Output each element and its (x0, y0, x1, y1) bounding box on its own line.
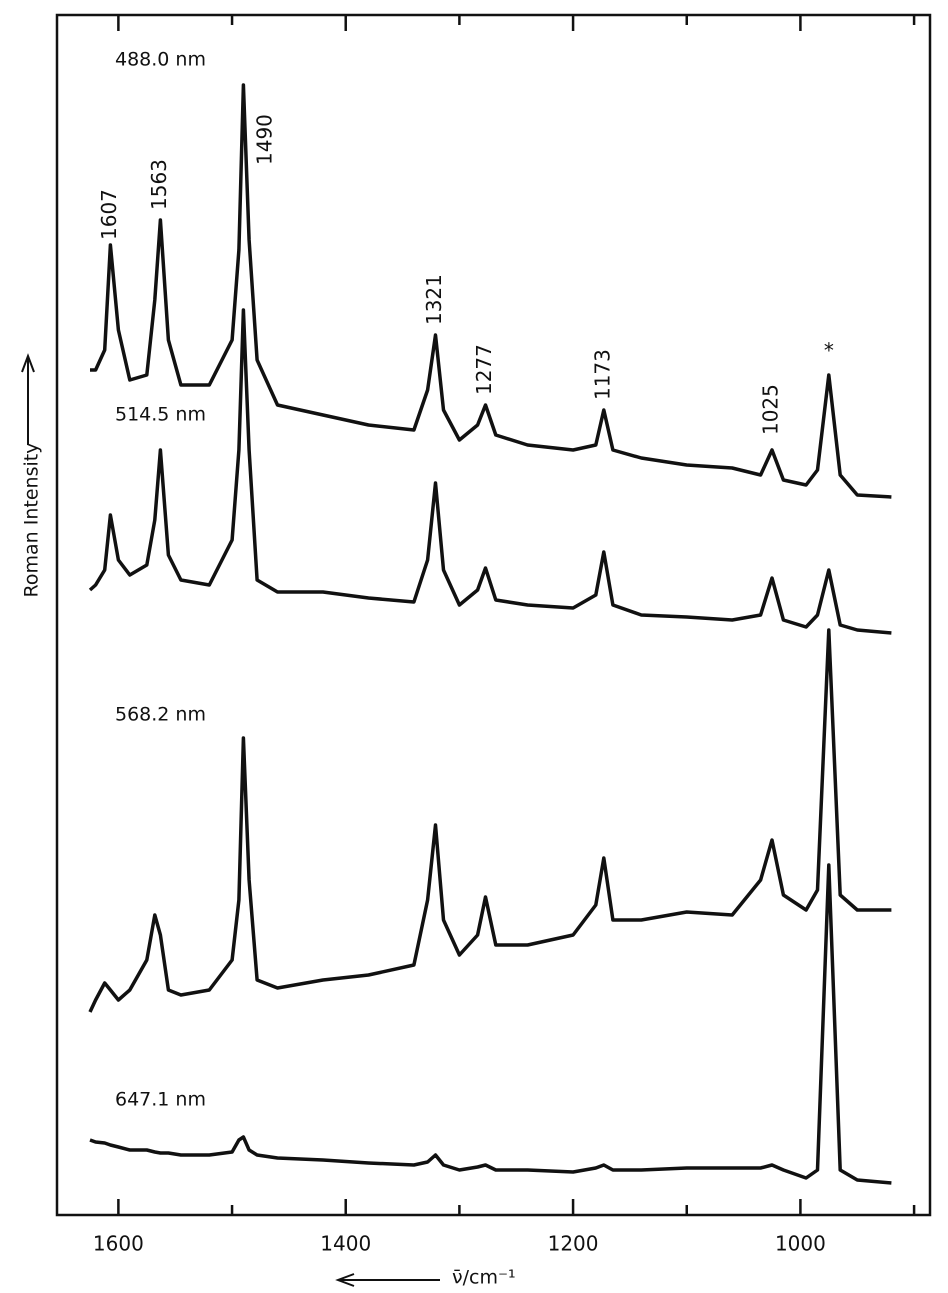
plot-frame (55, 13, 932, 1217)
series-label: 488.0 nm (115, 49, 206, 71)
y-arrow-head (21, 353, 35, 373)
y-axis-label: Roman Intensity (21, 443, 43, 598)
peak-label: 1025 (758, 384, 782, 435)
peak-label: 1173 (590, 349, 614, 400)
peak-label: 1563 (147, 159, 171, 210)
x-axis-label-group: ν̄/cm⁻¹ (335, 1267, 516, 1289)
peak-marker: * (824, 339, 834, 363)
spectrum-line (88, 628, 892, 1013)
y-axis-label-group: Roman Intensity (21, 353, 43, 598)
x-tick-label: 1400 (320, 1232, 371, 1256)
peak-label: 1607 (97, 189, 121, 240)
x-arrow-head (335, 1273, 355, 1287)
spectrum-line (88, 308, 892, 635)
x-tick-label: 1000 (775, 1232, 826, 1256)
x-tick-label: 1200 (548, 1232, 599, 1256)
spectrum-line (89, 863, 892, 1185)
x-axis-label: ν̄/cm⁻¹ (452, 1267, 516, 1289)
series-label: 514.5 nm (115, 404, 206, 426)
x-tick-label: 1600 (93, 1232, 144, 1256)
series-label: 568.2 nm (115, 704, 206, 726)
peak-label: 1277 (472, 344, 496, 395)
series-label: 647.1 nm (115, 1089, 206, 1111)
peak-label: 1490 (253, 114, 277, 165)
spectrum-line (90, 83, 892, 499)
peak-label: 1321 (422, 274, 446, 325)
